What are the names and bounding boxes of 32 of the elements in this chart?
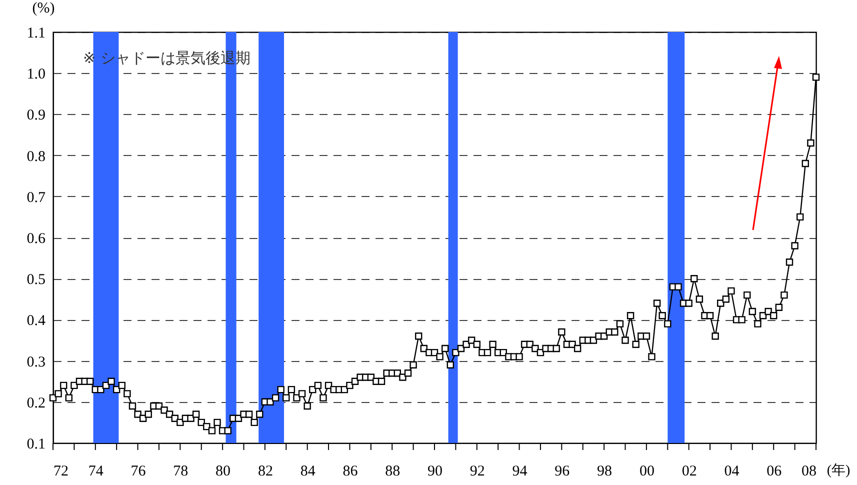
y-tick-label: 1.1 [26, 26, 46, 42]
x-axis-title: (年) [826, 462, 850, 478]
y-tick-label: 0.4 [26, 313, 46, 330]
x-tick-label: 04 [724, 464, 740, 480]
x-tick-label: 08 [802, 464, 816, 480]
y-tick-label: 1.0 [26, 66, 46, 83]
x-tick-label: 78 [173, 464, 188, 480]
x-tick-label: 74 [88, 464, 104, 480]
x-tick-label: 00 [639, 464, 654, 480]
y-tick-label: 0.3 [26, 354, 46, 370]
x-tick-label: 76 [130, 464, 146, 480]
x-tick-label: 80 [216, 464, 231, 480]
x-tick-label: 06 [766, 464, 782, 480]
x-tick-label: 94 [512, 464, 528, 480]
x-tick-label: 72 [54, 464, 68, 480]
x-tick-label: 92 [470, 464, 485, 480]
x-tick-label: 86 [342, 464, 358, 480]
x-tick-label: 02 [682, 464, 697, 480]
x-tick-label: 88 [385, 464, 400, 480]
y-tick-label: 0.8 [26, 148, 46, 165]
y-axis-title: (%) [32, 0, 55, 16]
x-tick-label: 90 [428, 464, 442, 480]
x-tick-label: 98 [597, 464, 612, 480]
x-tick-label: 96 [554, 464, 570, 480]
x-tick-label: 84 [300, 464, 316, 480]
y-tick-label: 0.9 [26, 108, 46, 124]
x-tick-label: 82 [258, 464, 273, 480]
y-tick-label: 0.2 [26, 395, 46, 412]
y-tick-label: 0.5 [26, 272, 46, 288]
y-tick-label: 0.6 [26, 231, 46, 247]
y-tick-label: 0.1 [26, 436, 46, 452]
y-tick-label: 0.7 [26, 190, 46, 206]
